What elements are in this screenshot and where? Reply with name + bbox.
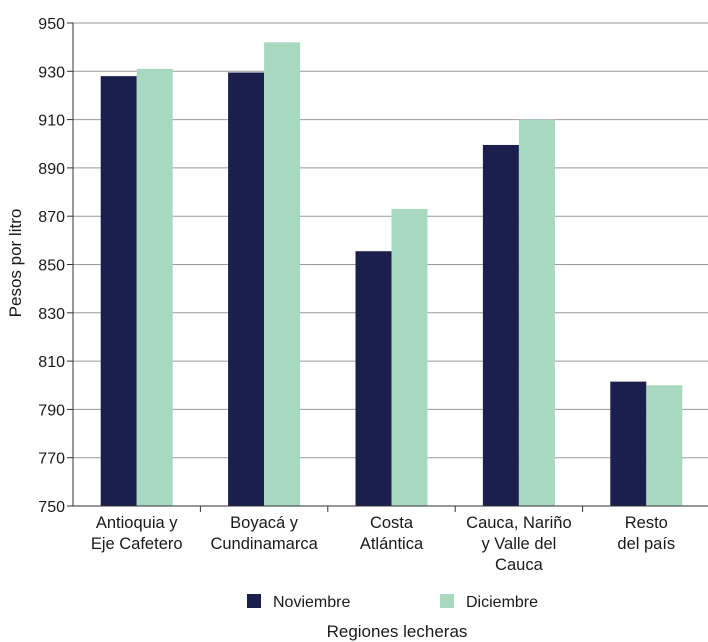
x-tick-label-line: Costa — [370, 514, 414, 532]
x-tick-label: Boyacá y Cundinamarca — [210, 514, 318, 553]
bar-noviembre — [482, 144, 519, 506]
x-axis-label: Regiones lecheras — [327, 622, 468, 641]
bar-diciembre — [646, 385, 683, 506]
y-tick-label: 850 — [38, 258, 65, 275]
bars — [100, 42, 683, 506]
y-tick-label: 830 — [38, 306, 65, 323]
bar-diciembre — [391, 208, 428, 506]
x-tick-label-line: Antioquia y — [96, 514, 178, 532]
legend-swatch-noviembre — [247, 594, 261, 608]
x-tick-label: Costa Atlántica — [360, 514, 424, 553]
y-tick-labels: 750 770 790 810 830 850 870 890 910 930 950 — [38, 16, 73, 516]
y-tick-label: 930 — [38, 64, 65, 81]
y-tick-label: 770 — [38, 451, 65, 468]
x-tick-label-line: Resto — [625, 514, 668, 532]
legend: Noviembre Diciembre — [247, 594, 538, 611]
bar-diciembre — [264, 42, 301, 506]
x-tick-label-line: y Valle del — [481, 535, 556, 553]
y-tick-label: 950 — [38, 16, 65, 33]
x-tick-label-line: Eje Cafetero — [91, 535, 183, 553]
x-tick-labels: Antioquia y Eje Cafetero Boyacá y Cundinama… — [91, 506, 675, 574]
bar-noviembre — [228, 72, 265, 506]
x-tick-label-line: Cundinamarca — [210, 535, 318, 553]
bar-diciembre — [136, 68, 173, 506]
x-tick-label-line: Cauca, Nariño — [466, 514, 571, 532]
y-tick-label: 890 — [38, 161, 65, 178]
y-tick-label: 870 — [38, 209, 65, 226]
x-tick-label-line: Cauca — [495, 556, 544, 574]
x-tick-label: Antioquia y Eje Cafetero — [91, 514, 183, 553]
legend-label-diciembre: Diciembre — [466, 594, 538, 611]
bar-diciembre — [518, 119, 555, 506]
y-tick-label: 790 — [38, 402, 65, 419]
y-tick-label: 910 — [38, 113, 65, 130]
y-axis-label: Pesos por litro — [6, 209, 25, 318]
x-tick-label-line: Boyacá y — [230, 514, 299, 532]
x-tick-label-line: Atlántica — [360, 535, 424, 553]
legend-swatch-diciembre — [440, 594, 454, 608]
bar-noviembre — [100, 76, 137, 506]
bar-noviembre — [610, 381, 647, 506]
x-tick-label-line: del país — [617, 535, 675, 553]
legend-label-noviembre: Noviembre — [273, 594, 350, 611]
bar-noviembre — [355, 251, 392, 506]
y-tick-label: 750 — [38, 499, 65, 516]
x-tick-label: Resto del país — [617, 514, 675, 553]
y-tick-label: 810 — [38, 354, 65, 371]
x-tick-label: Cauca, Nariño y Valle del Cauca — [466, 514, 571, 574]
